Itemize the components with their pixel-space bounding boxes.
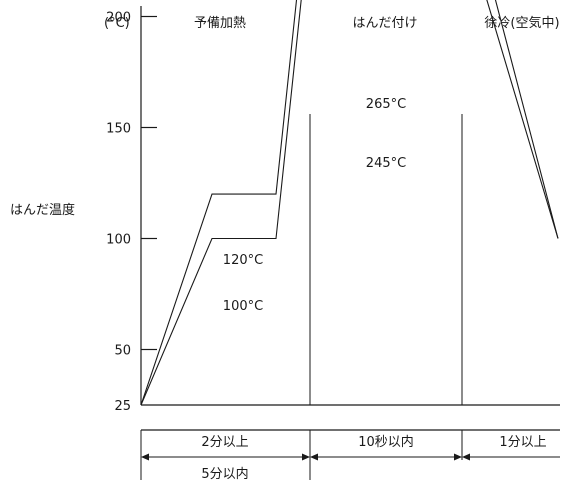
arrow-soldering-left-head [310, 453, 318, 461]
y-tick-label: 50 [114, 344, 131, 359]
arrow-cooling-left-head [462, 453, 470, 461]
y-tick-label: 150 [106, 122, 131, 137]
lower-profile-line [140, 0, 559, 406]
y-axis-label: はんだ温度 [10, 202, 75, 218]
duration-label-cooling: 1分以上 [499, 435, 546, 450]
profile-series [140, 0, 559, 406]
y-tick-label: 200 [106, 11, 131, 26]
arrow-soldering-right-head [454, 453, 462, 461]
phase-label-soldering: はんだ付け [352, 16, 417, 31]
phase-label-preheat: 予備加熱 [194, 15, 246, 31]
annotation-120c: 120°C [223, 253, 263, 268]
arrow-preheat-right-head [302, 453, 310, 461]
duration-label-preheat: 2分以上 [201, 435, 248, 450]
y-tick-label: 100 [106, 233, 131, 248]
annotation-245c: 245°C [366, 156, 406, 171]
annotation-265c: 265°C [366, 97, 406, 112]
duration-label-preheat-total: 5分以内 [201, 466, 248, 482]
phase-label-cooling: 徐冷(空気中) [484, 15, 559, 31]
y-unit-label: (°C) [104, 16, 130, 31]
annotation-100c: 100°C [223, 299, 263, 314]
y-ticks: 3002502001501005025 [106, 11, 157, 414]
duration-label-soldering: 10秒以内 [358, 434, 414, 450]
upper-profile-line [140, 0, 559, 406]
arrow-preheat-left-head [141, 453, 149, 461]
y-tick-label: 25 [114, 399, 131, 414]
